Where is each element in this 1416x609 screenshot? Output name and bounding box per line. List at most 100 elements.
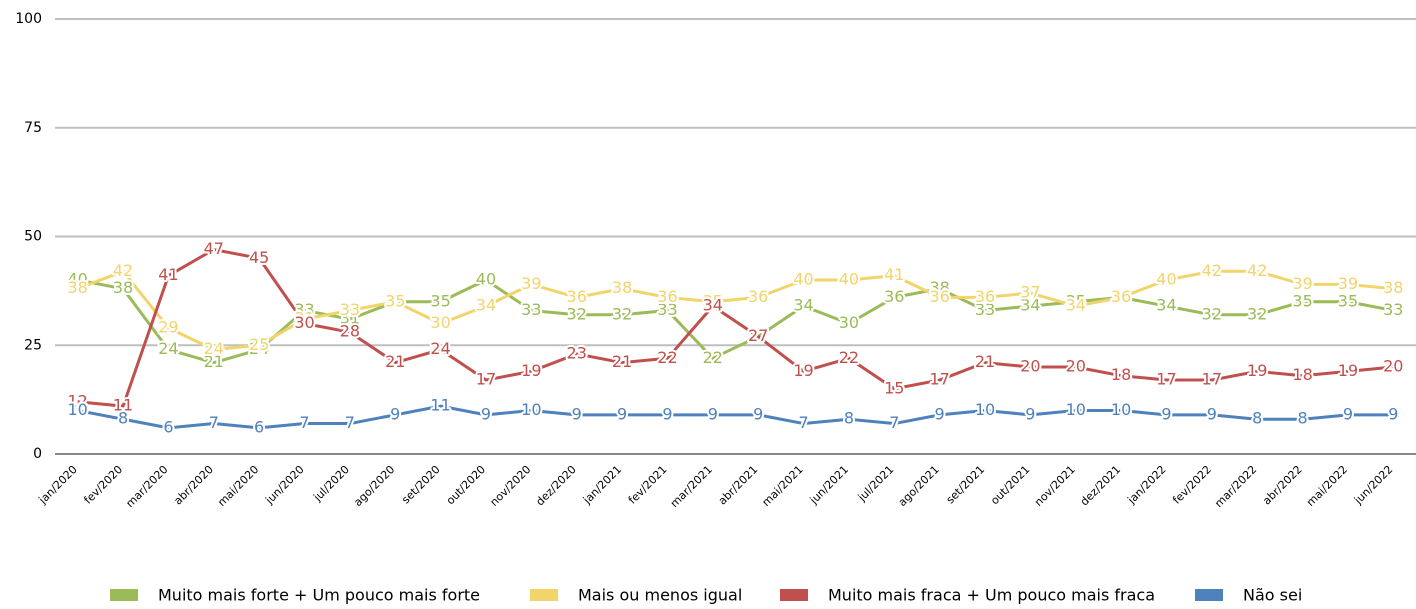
data-label: 42 — [1247, 261, 1267, 280]
data-label: 39 — [1338, 274, 1358, 293]
data-label: 32 — [612, 304, 632, 323]
data-label: 38 — [612, 278, 632, 297]
data-label: 22 — [839, 348, 859, 367]
data-label: 9 — [1207, 404, 1217, 423]
x-tick-label: jul/2020 — [310, 463, 352, 505]
data-label: 17 — [929, 370, 949, 389]
data-label: 17 — [1202, 370, 1222, 389]
data-label: 37 — [1020, 283, 1040, 302]
data-label: 22 — [703, 348, 723, 367]
data-label: 7 — [209, 413, 219, 432]
data-label: 10 — [1066, 400, 1086, 419]
series-line — [77, 278, 1394, 365]
data-label: 20 — [1383, 357, 1403, 376]
data-label: 41 — [158, 265, 178, 284]
data-label: 35 — [385, 291, 405, 310]
data-label: 27 — [748, 326, 768, 345]
data-label: 35 — [1338, 291, 1358, 310]
data-label: 34 — [1156, 296, 1176, 315]
data-label: 31 — [294, 309, 314, 328]
data-label: 47 — [204, 239, 224, 258]
series-line — [77, 269, 1394, 352]
y-tick-label: 100 — [15, 11, 42, 27]
data-label: 9 — [390, 404, 400, 423]
data-label: 35 — [385, 291, 405, 310]
data-label: 36 — [1111, 287, 1131, 306]
data-label: 7 — [798, 413, 808, 432]
x-tick-label: jun/2020 — [262, 463, 306, 507]
data-label: 38 — [113, 278, 133, 297]
data-label: 22 — [657, 348, 677, 367]
x-tick-label: fev/2022 — [1170, 463, 1214, 507]
data-label: 21 — [975, 352, 995, 371]
data-label: 17 — [476, 370, 496, 389]
legend-swatch — [110, 589, 138, 601]
data-label: 24 — [249, 339, 269, 358]
x-tick-label: jan/2022 — [1124, 463, 1168, 507]
data-label: 35 — [703, 291, 723, 310]
data-label: 8 — [118, 409, 128, 428]
x-tick-label: set/2021 — [944, 463, 987, 506]
data-label: 21 — [385, 352, 405, 371]
data-label: 21 — [612, 352, 632, 371]
data-label: 33 — [521, 300, 541, 319]
x-tick-label: jun/2021 — [807, 463, 851, 507]
data-label: 32 — [1202, 304, 1222, 323]
x-tick-label: mar/2020 — [123, 463, 170, 510]
data-label: 10 — [1111, 400, 1131, 419]
x-tick-label: jul/2021 — [855, 463, 897, 505]
data-label: 30 — [294, 313, 314, 332]
data-label: 38 — [68, 278, 88, 297]
data-label: 19 — [521, 361, 541, 380]
data-label: 33 — [975, 300, 995, 319]
data-label: 33 — [294, 300, 314, 319]
data-label: 18 — [1111, 365, 1131, 384]
data-label: 35 — [430, 291, 450, 310]
y-tick-label: 50 — [24, 229, 42, 245]
data-label: 18 — [1292, 365, 1312, 384]
data-label: 24 — [430, 339, 450, 358]
data-label: 25 — [249, 335, 269, 354]
y-tick-label: 75 — [24, 120, 42, 136]
data-label: 9 — [753, 404, 763, 423]
data-label: 33 — [657, 300, 677, 319]
x-tick-label: nov/2020 — [488, 463, 534, 509]
data-label: 33 — [340, 300, 360, 319]
x-tick-label: mar/2021 — [668, 463, 715, 510]
data-label: 19 — [793, 361, 813, 380]
x-tick-label: mai/2021 — [760, 463, 806, 509]
data-label: 8 — [1297, 409, 1307, 428]
data-label: 9 — [617, 404, 627, 423]
data-label: 7 — [299, 413, 309, 432]
data-label: 9 — [1388, 404, 1398, 423]
data-label: 36 — [884, 287, 904, 306]
data-label: 40 — [476, 270, 496, 289]
data-label: 23 — [567, 343, 587, 362]
data-label: 9 — [935, 404, 945, 423]
data-label: 39 — [1292, 274, 1312, 293]
x-tick-label: dez/2020 — [533, 463, 578, 508]
data-label: 29 — [158, 317, 178, 336]
x-tick-label: set/2020 — [399, 463, 442, 506]
x-tick-label: jan/2021 — [580, 463, 624, 507]
data-label: 24 — [204, 339, 224, 358]
data-label: 11 — [430, 396, 450, 415]
data-label: 17 — [1156, 370, 1176, 389]
data-label: 9 — [481, 404, 491, 423]
data-label: 10 — [521, 400, 541, 419]
data-label: 36 — [975, 287, 995, 306]
data-label: 36 — [748, 287, 768, 306]
legend-label: Não sei — [1243, 586, 1302, 605]
x-tick-label: jun/2022 — [1351, 463, 1395, 507]
data-label: 34 — [1066, 296, 1086, 315]
data-label: 41 — [884, 265, 904, 284]
data-label: 9 — [1161, 404, 1171, 423]
x-tick-label: mar/2022 — [1212, 463, 1259, 510]
data-label: 10 — [68, 400, 88, 419]
data-label: 9 — [708, 404, 718, 423]
data-label: 32 — [1247, 304, 1267, 323]
x-tick-label: ago/2021 — [896, 463, 942, 509]
data-label: 34 — [1020, 296, 1040, 315]
x-tick-label: mai/2020 — [215, 463, 261, 509]
data-label: 15 — [884, 378, 904, 397]
